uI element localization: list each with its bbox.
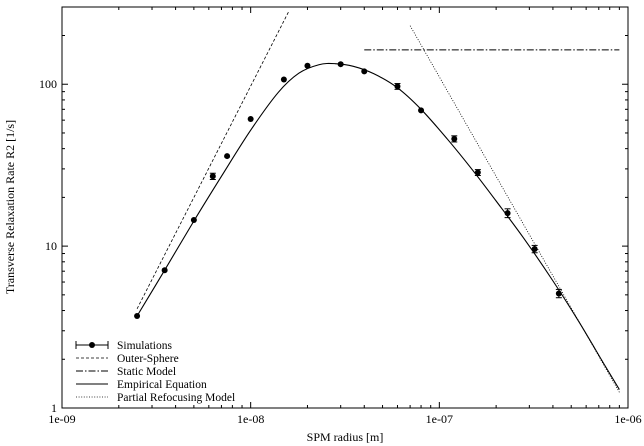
x-tick-label: 1e-09 xyxy=(48,412,75,426)
simulation-point xyxy=(280,76,287,83)
simulation-point xyxy=(394,83,401,90)
legend-marker-simulations xyxy=(89,342,95,348)
legend-label-static-model: Static Model xyxy=(117,366,176,378)
simulation-point xyxy=(209,173,216,180)
simulation-point xyxy=(337,61,344,68)
axis-ticks xyxy=(61,6,629,409)
legend-label-outer-sphere: Outer-Sphere xyxy=(117,353,179,365)
simulation-point xyxy=(361,68,368,75)
y-tick-label: 10 xyxy=(45,239,57,253)
simulation-point xyxy=(161,267,168,274)
simulation-point xyxy=(224,153,231,160)
legend-label-empirical: Empirical Equation xyxy=(117,379,207,391)
y-tick-label: 100 xyxy=(39,77,57,91)
axis-tick-labels: 1e-09 1e-08 1e-07 1e-06 1 10 100 xyxy=(39,77,642,426)
series-line-4 xyxy=(409,25,620,393)
simulation-point xyxy=(531,245,538,252)
x-tick-label: 1e-08 xyxy=(237,412,264,426)
series-line-1 xyxy=(136,10,290,309)
x-tick-label: 1e-07 xyxy=(426,412,453,426)
simulation-point xyxy=(418,107,425,114)
simulation-point xyxy=(504,210,511,217)
series-curves xyxy=(136,10,620,393)
simulation-points xyxy=(134,61,562,320)
plot-frame xyxy=(61,6,629,409)
x-tick-label: 1e-06 xyxy=(614,412,641,426)
legend-label-simulations: Simulations xyxy=(117,340,172,352)
y-axis-label: Transverse Relaxation Rate R2 [1/s] xyxy=(3,120,17,294)
simulation-point xyxy=(451,135,458,142)
series-line-3 xyxy=(136,62,620,390)
simulation-point xyxy=(474,169,481,176)
simulation-point xyxy=(555,290,562,297)
legend: Simulations Outer-Sphere Static Model Em… xyxy=(75,340,235,404)
simulation-point xyxy=(134,313,141,320)
y-tick-label: 1 xyxy=(51,401,57,415)
simulation-point xyxy=(190,216,197,223)
simulation-point xyxy=(247,115,254,122)
legend-label-partial-refocusing: Partial Refocusing Model xyxy=(117,392,235,404)
simulation-point xyxy=(304,62,311,69)
x-axis-label: SPM radius [m] xyxy=(307,430,384,444)
